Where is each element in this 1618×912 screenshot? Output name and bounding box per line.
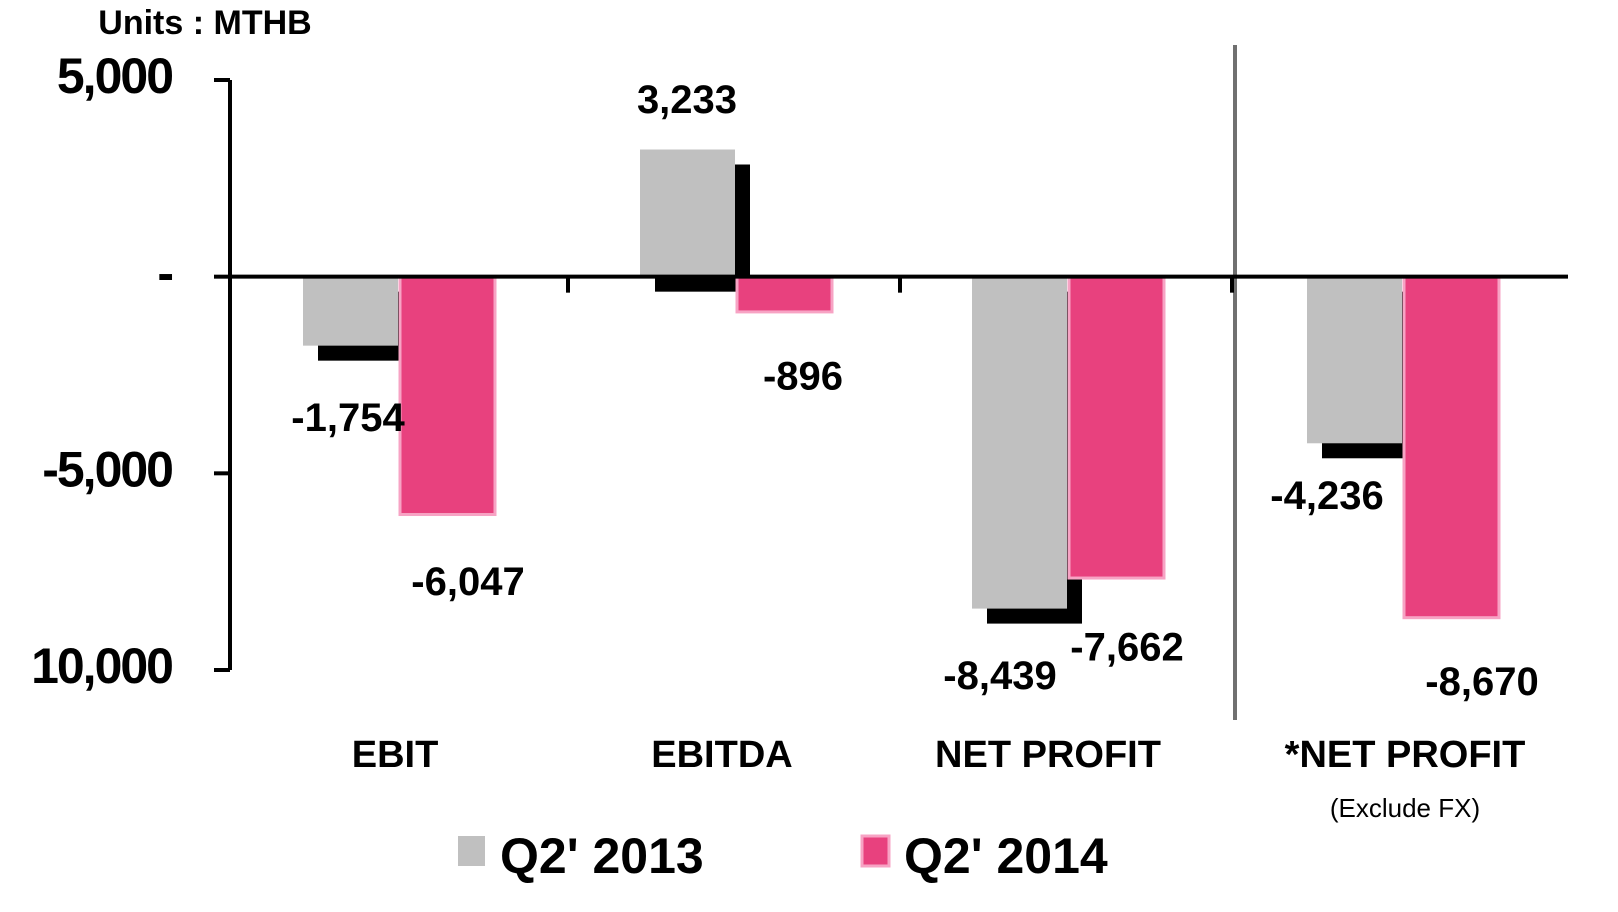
data-label: -8,439 <box>943 654 1056 698</box>
bar <box>1307 276 1402 444</box>
data-label: -6,047 <box>411 560 524 604</box>
bar <box>640 149 735 277</box>
data-label: -4,236 <box>1270 474 1383 518</box>
data-label: -896 <box>763 354 843 398</box>
data-label: 3,233 <box>637 78 737 122</box>
bar <box>1402 275 1501 620</box>
x-tick-label: EBITDA <box>651 734 792 776</box>
bar <box>398 275 497 517</box>
data-label: -1,754 <box>291 396 405 440</box>
y-tick-label: 5,000 <box>57 48 172 104</box>
legend-swatch <box>860 834 891 868</box>
y-tick-label: -5,000 <box>42 442 172 498</box>
bar <box>303 276 398 346</box>
y-tick-label: - <box>157 245 172 301</box>
legend-label: Q2' 2014 <box>904 828 1108 884</box>
data-label: -8,670 <box>1425 660 1538 704</box>
category-note: (Exclude FX) <box>1330 793 1480 823</box>
units-label: Units : MTHB <box>98 4 311 42</box>
x-tick-label: NET PROFIT <box>935 734 1161 776</box>
bar <box>735 275 834 314</box>
data-label: -7,662 <box>1070 626 1183 670</box>
bar <box>972 276 1067 609</box>
y-tick-label: 10,000 <box>31 638 172 694</box>
x-tick-label: *NET PROFIT <box>1285 734 1526 776</box>
legend-label: Q2' 2013 <box>500 828 704 884</box>
x-tick-label: EBIT <box>352 734 439 776</box>
legend-swatch <box>458 836 485 866</box>
bar <box>1067 275 1166 580</box>
